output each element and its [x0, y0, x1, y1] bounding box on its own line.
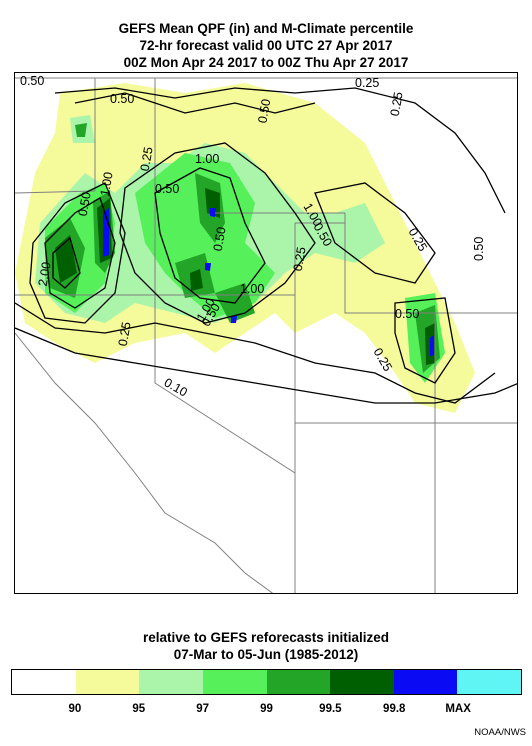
colorbar-tick-label: 99.8 — [383, 703, 406, 715]
contour-label: 1.00 — [240, 282, 264, 296]
colorbar-tick-label: 97 — [196, 703, 210, 715]
percentile-colorbar — [11, 669, 522, 695]
map-title-line3: 00Z Mon Apr 24 2017 to 00Z Thu Apr 27 20… — [123, 55, 409, 70]
baja-coast — [244, 572, 274, 593]
map-title-line2: 72-hr forecast valid 00 UTC 27 Apr 2017 — [139, 38, 393, 53]
contour-050-north — [74, 92, 316, 114]
contour-050-central — [119, 142, 316, 324]
contour-label: 0.25 — [291, 246, 309, 272]
arizona-border — [294, 422, 435, 593]
map-panel: 0.50 0.25 0.50 0.25 0.25 0.50 1.00 1.00 … — [14, 72, 518, 594]
reforecast-caption-line2: 07-Mar to 05-Jun (1985-2012) — [173, 647, 359, 662]
contour-050-se — [394, 297, 456, 384]
contour-100-central — [154, 167, 266, 304]
contour-025-north — [54, 87, 506, 214]
map-title-line1: GEFS Mean QPF (in) and M-Climate percent… — [118, 21, 414, 36]
washington-oregon-border — [15, 190, 96, 194]
political-borders — [15, 77, 517, 593]
california-coast — [15, 332, 246, 574]
colorbar-tick-label: 99 — [260, 703, 273, 715]
colorbar-segment — [75, 670, 140, 694]
qpf-contours — [15, 87, 517, 404]
contour-050-east — [314, 182, 436, 284]
colorbar-tick-label: 99.5 — [319, 703, 342, 715]
nevada-border — [154, 295, 296, 474]
contour-label: 0.50 — [20, 74, 44, 88]
contour-label: 0.50 — [472, 237, 486, 261]
contour-label: 0.50 — [255, 98, 273, 124]
colorbar-segment — [139, 670, 203, 694]
reforecast-caption-line1: relative to GEFS reforecasts initialized — [142, 630, 390, 645]
idaho-border — [94, 78, 156, 295]
contour-050-west — [29, 182, 126, 324]
shade-99-extra-1 — [75, 123, 87, 137]
contour-200-west — [52, 236, 81, 289]
colorbar-segment — [266, 670, 331, 694]
colorbar-tick-label: 90 — [68, 703, 82, 715]
contour-label: 0.50 — [211, 226, 229, 252]
colorbar-segment — [393, 670, 458, 694]
contour-label: 0.25 — [116, 321, 134, 347]
contour-label: 0.50 — [155, 182, 179, 196]
shade-99-central — [135, 153, 275, 318]
contour-010 — [15, 327, 517, 404]
colorado-border — [345, 312, 517, 423]
colorbar-segment — [12, 670, 76, 694]
contour-label: 0.50 — [76, 191, 94, 217]
contour-label: 1.00 — [195, 152, 219, 166]
contour-label: 0.25 — [355, 76, 379, 90]
colorbar-segment — [202, 670, 267, 694]
contour-label: 0.25 — [388, 91, 406, 117]
contour-label: 0.50 — [110, 92, 134, 106]
percentile-shading — [15, 83, 475, 413]
qpf-map: 0.50 0.25 0.50 0.25 0.25 0.50 1.00 1.00 … — [15, 74, 517, 593]
colorbar-tick-label: MAX — [445, 703, 471, 715]
contour-label: 2.00 — [36, 261, 54, 287]
colorbar-segment — [457, 670, 521, 694]
colorbar-tick-label: 95 — [132, 703, 146, 715]
contour-label: 0.25 — [138, 146, 156, 172]
newmexico-border — [434, 422, 517, 593]
contour-100-west — [44, 197, 116, 309]
contour-label: 0.50 — [395, 307, 419, 321]
contour-025-west — [15, 302, 496, 404]
contour-label: 1.00 — [98, 171, 116, 197]
colorbar-segment — [330, 670, 394, 694]
credit-text: NOAA/NWS — [474, 727, 526, 738]
